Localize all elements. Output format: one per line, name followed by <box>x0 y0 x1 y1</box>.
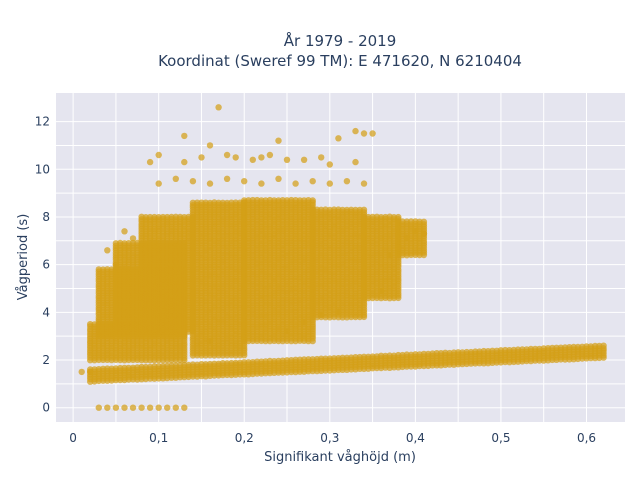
data-point <box>309 197 316 204</box>
data-points <box>78 104 607 411</box>
data-point <box>360 206 368 213</box>
